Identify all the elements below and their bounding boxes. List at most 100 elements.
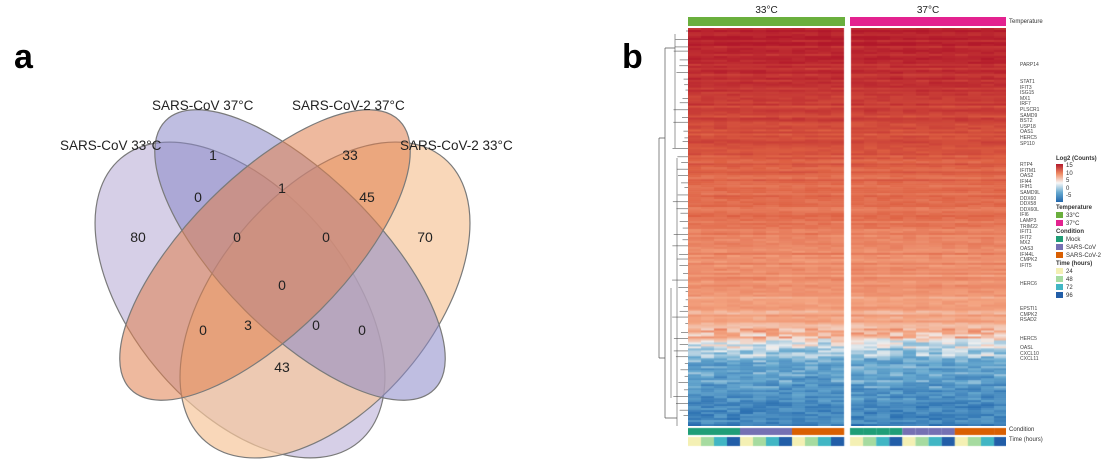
venn-count: 0: [233, 229, 241, 245]
gene-label: CXCL10: [1020, 350, 1039, 357]
legend-title: Condition: [1056, 229, 1084, 235]
legend-entry: SARS-CoV-2: [1056, 252, 1110, 260]
venn-label: SARS-CoV 37°C: [152, 98, 254, 113]
gene-label: IFIH1: [1020, 184, 1033, 191]
legend-entry: SARS-CoV: [1056, 244, 1110, 252]
legend: Log2 (Counts) 15 10 5 0 -5 Temperature 33°C 3…: [1056, 155, 1110, 300]
gene-label: MX1: [1020, 95, 1031, 102]
venn-count: 33: [342, 147, 358, 163]
gene-label: IFIT5: [1020, 262, 1032, 269]
venn-count: 45: [359, 189, 375, 205]
time-label: Time (hours): [1009, 437, 1043, 443]
scale-tick: 15: [1066, 163, 1073, 169]
gene-label: DDX60L: [1020, 206, 1039, 213]
legend-label: 37°C: [1066, 221, 1080, 227]
gene-label: CXCL11: [1020, 356, 1039, 363]
gene-label: PARP14: [1020, 62, 1039, 68]
venn-count: 0: [358, 322, 366, 338]
legend-label: 96: [1066, 293, 1073, 299]
legend-entry: 48: [1056, 276, 1110, 284]
gene-label: OAS1: [1020, 129, 1034, 136]
gene-group: RTP4 IFITM1 OAS2 IFI44 IFIH1 SAMD9L DDX60 DDX58…: [1020, 162, 1041, 269]
legend-entry: 96: [1056, 292, 1110, 300]
legend-label: 48: [1066, 277, 1073, 283]
legend-swatch: [1056, 284, 1063, 291]
gene-label: CMPK2: [1020, 257, 1038, 264]
gene-label: OASL: [1020, 345, 1034, 351]
legend-label: SARS-CoV: [1066, 245, 1097, 251]
legend-label: 24: [1066, 269, 1073, 275]
legend-label: SARS-CoV-2: [1066, 253, 1102, 259]
gene-label: IFI44L: [1020, 251, 1035, 258]
column-annotation-bars: [688, 427, 1006, 447]
gene-label: HERC6: [1020, 281, 1037, 287]
venn-count: 0: [312, 317, 320, 333]
venn-count: 0: [199, 322, 207, 338]
legend-swatch: [1056, 244, 1063, 251]
scale-tick: 0: [1066, 185, 1070, 192]
venn-count: 3: [244, 317, 252, 333]
venn-count: 80: [130, 229, 146, 245]
gene-label: IFIT3: [1020, 84, 1032, 91]
temperature-label: Temperature: [1009, 19, 1043, 25]
legend-title: Time (hours): [1056, 261, 1093, 267]
gene-group: EPSTI1 CMPK2 RSAD2: [1020, 306, 1038, 324]
temp-bar-37: [850, 17, 1006, 26]
legend-title: Temperature: [1056, 205, 1092, 211]
gene-label: SAMD9L: [1020, 189, 1041, 196]
gene-label: SAMD9: [1020, 112, 1038, 119]
legend-swatch: [1056, 292, 1063, 299]
gene-label: BST2: [1020, 118, 1033, 125]
legend-entry: Mock: [1056, 236, 1110, 244]
gene-group: OASL CXCL10 CXCL11: [1020, 345, 1039, 363]
venn-count: 1: [278, 180, 286, 196]
gene-label: IFIT1: [1020, 229, 1032, 236]
gene-label: OAS2: [1020, 173, 1034, 180]
gene-label: USP18: [1020, 123, 1036, 130]
venn-label: SARS-CoV 33°C: [60, 138, 162, 153]
legend-swatch: [1056, 236, 1063, 243]
legend-title: Log2 (Counts): [1056, 156, 1097, 162]
temp-header: 33°C: [755, 5, 778, 16]
panel-a-letter: a: [14, 38, 33, 76]
venn-label: SARS-CoV-2 37°C: [292, 98, 405, 113]
gene-label: EPSTI1: [1020, 306, 1038, 312]
venn-count: 43: [274, 359, 290, 375]
gene-label: RSAD2: [1020, 317, 1037, 324]
gene-label: HERC5: [1020, 336, 1037, 342]
gene-label: SP110: [1020, 140, 1035, 147]
heatmap: [688, 28, 1006, 426]
venn-count: 0: [194, 189, 202, 205]
legend-swatch: [1056, 252, 1063, 259]
condition-label: Condition: [1009, 427, 1035, 433]
legend-label: 33°C: [1066, 213, 1080, 219]
gene-label: LAMP3: [1020, 217, 1037, 224]
legend-entry: 24: [1056, 268, 1110, 276]
gene-label: ISG15: [1020, 90, 1035, 97]
gene-label: PLSCR1: [1020, 106, 1040, 113]
venn-label: SARS-CoV-2 33°C: [400, 138, 513, 153]
gene-label: IFITM1: [1020, 167, 1036, 174]
gene-label: CMPK2: [1020, 311, 1038, 318]
gene-label: STAT1: [1020, 79, 1035, 85]
legend-swatch: [1056, 268, 1063, 275]
venn-count: 0: [322, 229, 330, 245]
legend-entry: 33°C: [1056, 212, 1110, 220]
row-dendrogram: [658, 30, 688, 426]
gene-label: MX2: [1020, 240, 1031, 247]
scale-tick: -5: [1066, 193, 1072, 200]
legend-label: 72: [1066, 285, 1073, 291]
gene-label: IFIT2: [1020, 234, 1032, 241]
gene-label: RTP4: [1020, 162, 1033, 168]
legend-entry: 72: [1056, 284, 1110, 292]
venn-count: 0: [278, 277, 286, 293]
gene-label: TRIM22: [1020, 223, 1038, 230]
venn-count: 1: [209, 147, 217, 163]
legend-entry: 37°C: [1056, 220, 1110, 228]
legend-swatch: [1056, 220, 1063, 227]
gene-label: IFI44: [1020, 178, 1032, 185]
scale-tick: 10: [1066, 170, 1073, 177]
color-scale: [1056, 164, 1063, 202]
gene-label: DDX58: [1020, 201, 1037, 208]
venn-count: 70: [417, 229, 433, 245]
